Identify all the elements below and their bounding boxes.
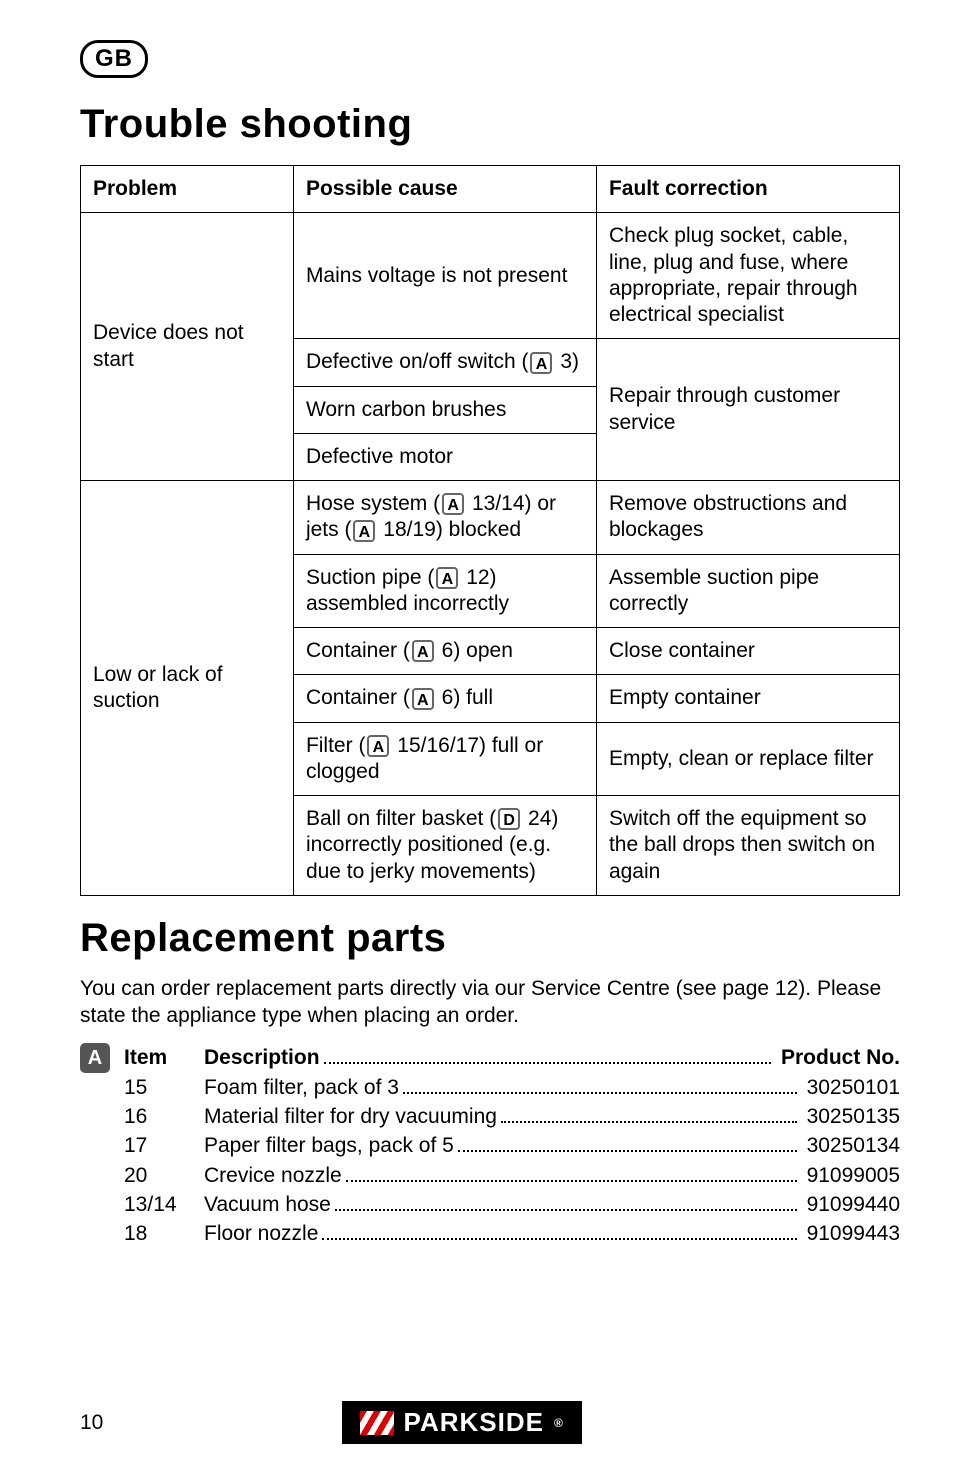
ref-a-dark-icon: A bbox=[80, 1043, 110, 1073]
th-correction: Fault correction bbox=[596, 166, 899, 213]
leader-dots bbox=[501, 1102, 797, 1123]
text: Ball on filter basket ( bbox=[306, 807, 496, 830]
heading-troubleshooting: Trouble shooting bbox=[80, 102, 900, 147]
part-desc: Paper filter bags, pack of 5 bbox=[204, 1132, 454, 1160]
part-item: 20 bbox=[124, 1162, 204, 1190]
text: 6) full bbox=[436, 686, 493, 709]
cell-correction: Empty container bbox=[596, 675, 899, 722]
ref-a-icon: A bbox=[530, 352, 552, 374]
ref-a-icon: A bbox=[353, 520, 375, 542]
part-item: 17 bbox=[124, 1132, 204, 1160]
part-desc: Floor nozzle bbox=[204, 1220, 318, 1248]
th-cause: Possible cause bbox=[293, 166, 596, 213]
part-item: 18 bbox=[124, 1220, 204, 1248]
cell-cause: Hose system (A 13/14) or jets (A 18/19) … bbox=[293, 481, 596, 555]
part-row: 18 Floor nozzle 91099443 bbox=[124, 1219, 900, 1248]
cell-correction: Switch off the equipment so the ball dro… bbox=[596, 796, 899, 896]
leader-dots bbox=[335, 1190, 797, 1211]
part-item: 16 bbox=[124, 1103, 204, 1131]
table-row: Device does not start Mains voltage is n… bbox=[81, 213, 900, 339]
text: 18/19) blocked bbox=[377, 518, 521, 541]
cell-problem: Device does not start bbox=[81, 213, 294, 481]
brand-logo: PARKSIDE ® bbox=[342, 1401, 582, 1444]
table-header-row: Problem Possible cause Fault correction bbox=[81, 166, 900, 213]
cell-cause: Defective motor bbox=[293, 433, 596, 480]
part-no: 91099005 bbox=[801, 1162, 900, 1190]
cell-cause: Worn carbon brushes bbox=[293, 386, 596, 433]
parts-header: Item Description Product No. bbox=[124, 1043, 900, 1072]
hdr-desc: Description bbox=[204, 1044, 320, 1072]
brand-stripes-icon bbox=[360, 1411, 394, 1435]
leader-dots bbox=[346, 1161, 797, 1182]
footer: 10 PARKSIDE ® bbox=[80, 1401, 900, 1444]
text: Filter ( bbox=[306, 734, 366, 757]
text: Hose system ( bbox=[306, 492, 440, 515]
cell-cause: Container (A 6) open bbox=[293, 628, 596, 675]
cell-correction: Close container bbox=[596, 628, 899, 675]
th-problem: Problem bbox=[81, 166, 294, 213]
cell-cause: Container (A 6) full bbox=[293, 675, 596, 722]
cell-correction: Check plug socket, cable, line, plug and… bbox=[596, 213, 899, 339]
part-no: 30250135 bbox=[801, 1103, 900, 1131]
text: Container ( bbox=[306, 639, 410, 662]
registered-icon: ® bbox=[554, 1416, 564, 1430]
part-no: 30250101 bbox=[801, 1074, 900, 1102]
part-desc: Foam filter, pack of 3 bbox=[204, 1074, 399, 1102]
cell-problem: Low or lack of suction bbox=[81, 481, 294, 896]
intro-text: You can order replacement parts directly… bbox=[80, 975, 900, 1030]
cell-correction: Assemble suction pipe correctly bbox=[596, 554, 899, 628]
leader-dots bbox=[458, 1131, 797, 1152]
ref-d-icon: D bbox=[498, 808, 520, 830]
part-row: 13/14 Vacuum hose 91099440 bbox=[124, 1190, 900, 1219]
troubleshooting-table: Problem Possible cause Fault correction … bbox=[80, 165, 900, 896]
leader-dots bbox=[322, 1219, 796, 1240]
text: 3) bbox=[554, 350, 579, 373]
part-row: 17 Paper filter bags, pack of 5 30250134 bbox=[124, 1131, 900, 1160]
country-badge: GB bbox=[80, 40, 148, 78]
parts-block: A Item Description Product No. 15 Foam f… bbox=[80, 1043, 900, 1248]
ref-a-icon: A bbox=[436, 567, 458, 589]
leader-dots bbox=[324, 1043, 771, 1064]
part-desc: Material filter for dry vacuuming bbox=[204, 1103, 497, 1131]
hdr-item: Item bbox=[124, 1044, 204, 1072]
brand-text: PARKSIDE bbox=[404, 1407, 544, 1438]
text: Suction pipe ( bbox=[306, 566, 434, 589]
cell-correction: Remove obstructions and blockages bbox=[596, 481, 899, 555]
parts-list: Item Description Product No. 15 Foam fil… bbox=[124, 1043, 900, 1248]
part-no: 91099443 bbox=[801, 1220, 900, 1248]
cell-correction: Empty, clean or replace filter bbox=[596, 722, 899, 796]
text: Defective on/off switch ( bbox=[306, 350, 529, 373]
part-item: 15 bbox=[124, 1074, 204, 1102]
cell-correction: Repair through customer service bbox=[596, 339, 899, 481]
part-no: 30250134 bbox=[801, 1132, 900, 1160]
cell-cause: Defective on/off switch (A 3) bbox=[293, 339, 596, 386]
part-item: 13/14 bbox=[124, 1191, 204, 1219]
page-number: 10 bbox=[80, 1411, 103, 1435]
cell-cause: Filter (A 15/16/17) full or clogged bbox=[293, 722, 596, 796]
part-desc: Crevice nozzle bbox=[204, 1162, 342, 1190]
text: Container ( bbox=[306, 686, 410, 709]
hdr-no: Product No. bbox=[775, 1044, 900, 1072]
part-row: 15 Foam filter, pack of 3 30250101 bbox=[124, 1073, 900, 1102]
part-row: 16 Material filter for dry vacuuming 302… bbox=[124, 1102, 900, 1131]
part-row: 20 Crevice nozzle 91099005 bbox=[124, 1161, 900, 1190]
ref-a-icon: A bbox=[412, 688, 434, 710]
part-no: 91099440 bbox=[801, 1191, 900, 1219]
ref-a-icon: A bbox=[442, 493, 464, 515]
ref-a-icon: A bbox=[367, 735, 389, 757]
text: 6) open bbox=[436, 639, 513, 662]
ref-a-icon: A bbox=[412, 640, 434, 662]
heading-replacement-parts: Replacement parts bbox=[80, 916, 900, 961]
cell-cause: Suction pipe (A 12) assembled incorrectl… bbox=[293, 554, 596, 628]
cell-cause: Ball on filter basket (D 24) incorrectly… bbox=[293, 796, 596, 896]
part-desc: Vacuum hose bbox=[204, 1191, 331, 1219]
cell-cause: Mains voltage is not present bbox=[293, 213, 596, 339]
table-row: Low or lack of suction Hose system (A 13… bbox=[81, 481, 900, 555]
leader-dots bbox=[403, 1073, 797, 1094]
